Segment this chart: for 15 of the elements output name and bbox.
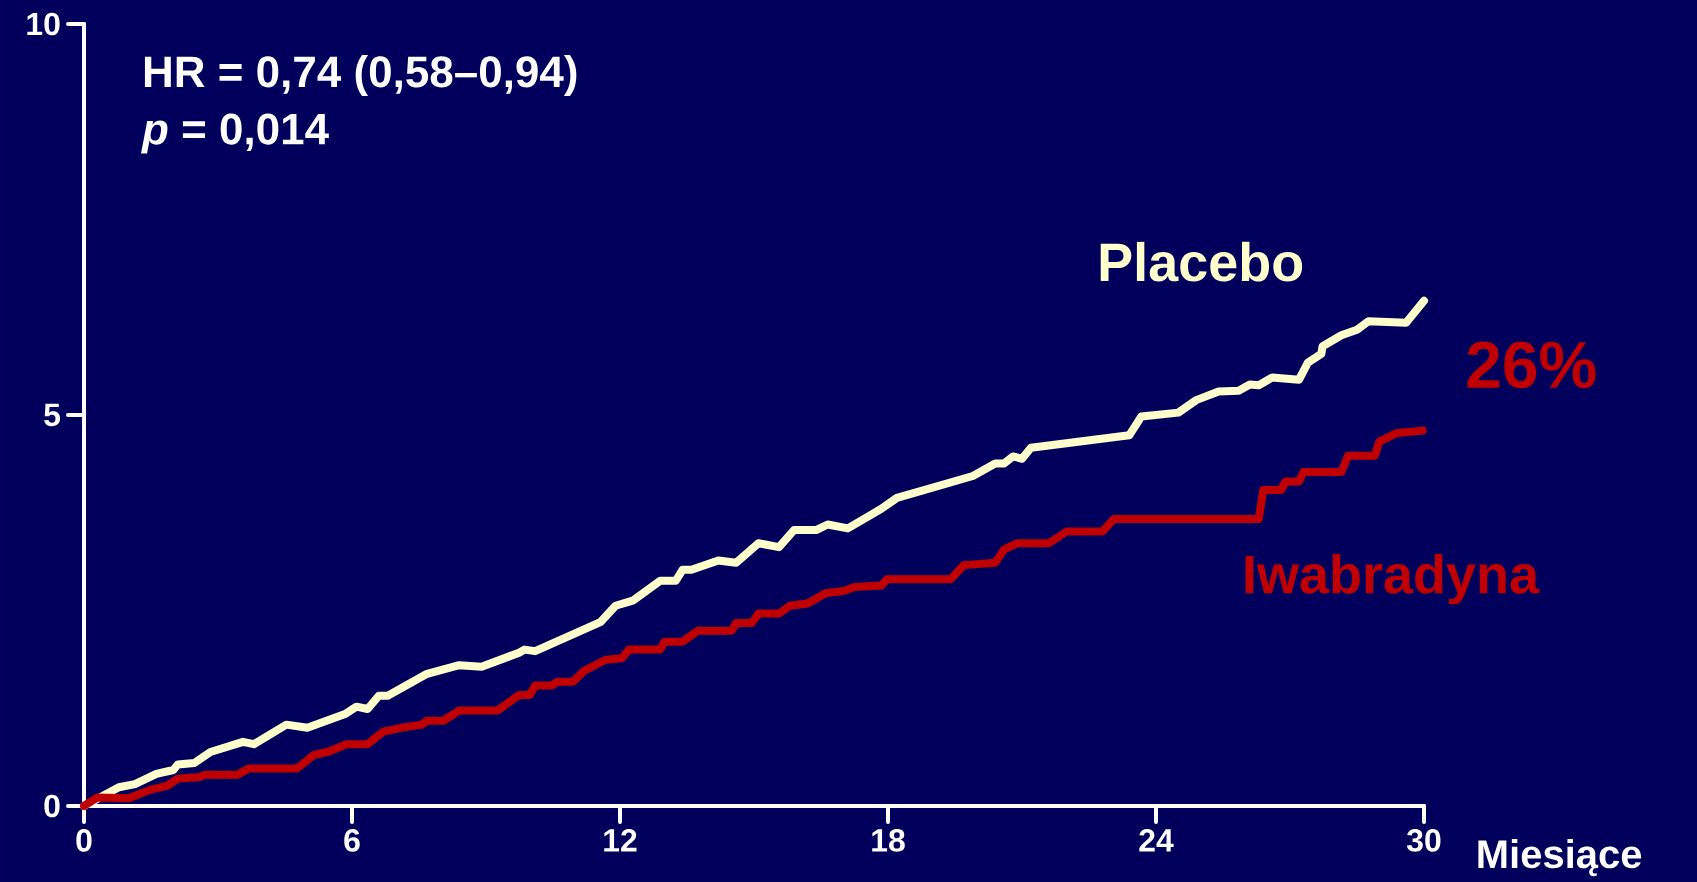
y-tick-label: 5	[44, 403, 61, 427]
x-tick-label: 24	[1139, 829, 1174, 852]
x-tick-label: 12	[604, 829, 637, 852]
x-axis-title: Miesiące	[1478, 838, 1642, 877]
text: 26%	[1467, 341, 1596, 389]
x-tick-label: 18	[872, 829, 905, 852]
x-tick-label: 6	[344, 829, 360, 852]
y-tick-label: 0	[44, 794, 60, 818]
annotation: HR = 0,74 (0,58–0,94)	[144, 55, 577, 97]
y-tick-label: 10	[27, 12, 60, 36]
x-tick-label: 0	[76, 829, 92, 852]
series-label: Placebo	[1100, 241, 1303, 282]
x-tick-label: 30	[1406, 829, 1441, 852]
series-label: Iwabradyna	[1245, 554, 1540, 605]
annotation: p = 0,014	[141, 113, 329, 154]
